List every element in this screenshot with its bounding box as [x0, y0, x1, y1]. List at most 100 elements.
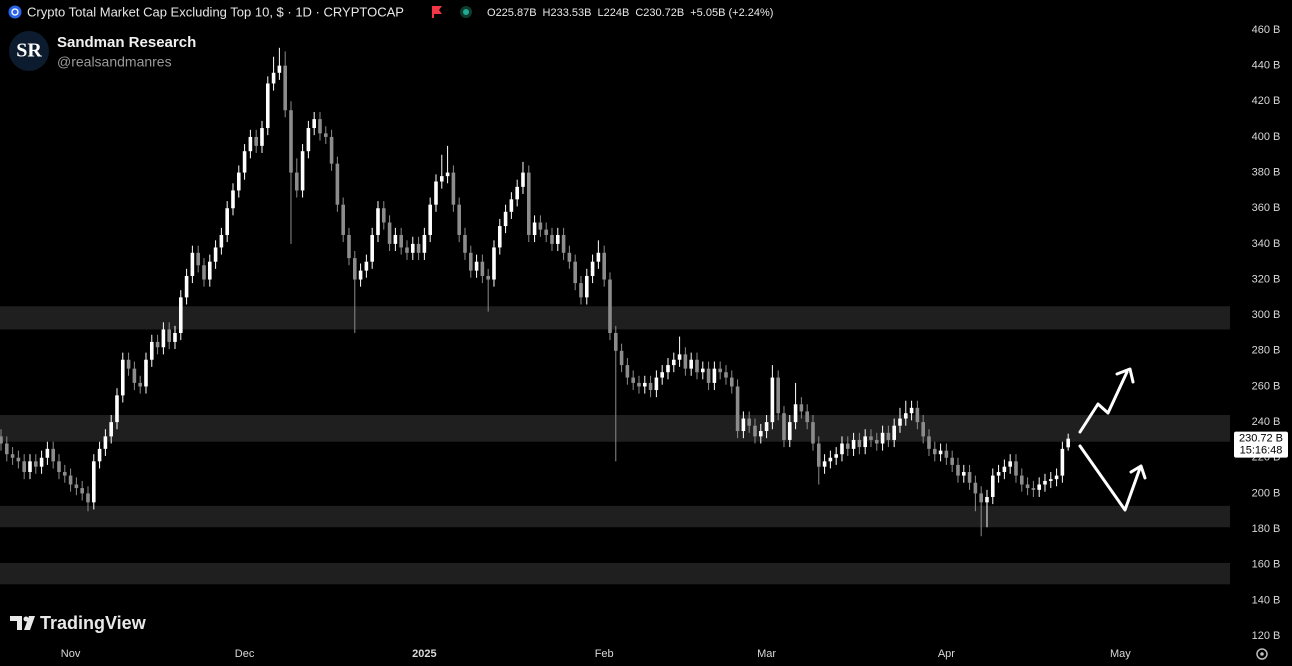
- y-tick-label: 180 B: [1252, 523, 1281, 535]
- y-tick-label: 280 B: [1252, 345, 1281, 357]
- y-tick-label: 340 B: [1252, 238, 1281, 250]
- candle-body: [451, 172, 456, 205]
- candle-body: [758, 431, 763, 437]
- candle-body: [16, 457, 21, 462]
- candle-body: [480, 261, 485, 276]
- candle-body: [173, 333, 177, 342]
- bull-arrow: [1078, 370, 1129, 434]
- candle-body: [677, 354, 682, 360]
- ohlc-key: L: [597, 7, 603, 19]
- candle-body: [190, 252, 195, 276]
- candle-body: [1037, 484, 1041, 490]
- candle-body: [898, 418, 902, 426]
- flag-icon: [432, 6, 442, 18]
- candle-body: [445, 172, 450, 177]
- candle-body: [109, 422, 113, 437]
- candle-body: [28, 461, 32, 473]
- candle-body: [811, 422, 815, 444]
- settings-icon[interactable]: [1256, 648, 1268, 660]
- candle-body: [4, 443, 9, 455]
- support-zone: [0, 414, 1230, 442]
- x-tick-label: Dec: [235, 648, 255, 660]
- candle-body: [770, 377, 775, 423]
- candle-body: [909, 407, 914, 414]
- y-tick-label: 380 B: [1252, 166, 1281, 178]
- y-tick-label: 260 B: [1252, 380, 1281, 392]
- candle-body: [294, 172, 299, 191]
- candle-body: [608, 279, 612, 333]
- candle-body: [300, 151, 305, 191]
- candle-body: [497, 226, 502, 248]
- candle-body: [45, 448, 50, 458]
- candle-body: [956, 464, 960, 476]
- candle-body: [149, 341, 154, 360]
- candle-body: [631, 377, 635, 383]
- candle-body: [341, 204, 345, 235]
- author-logo: [9, 31, 49, 71]
- candle-body: [950, 457, 954, 465]
- candle-body: [422, 234, 427, 253]
- candle-body: [805, 411, 809, 423]
- candle-body: [671, 359, 676, 366]
- author-name: Sandman Research: [57, 34, 196, 51]
- bear-arrowhead: [1129, 464, 1147, 480]
- candle-body: [532, 222, 537, 235]
- x-tick-label: May: [1110, 648, 1131, 660]
- candle-body: [376, 208, 380, 235]
- candle-body: [486, 275, 490, 280]
- ohlc-key: C: [635, 7, 643, 19]
- y-tick-label: 420 B: [1252, 95, 1281, 107]
- brand-logo-dot: [23, 616, 29, 622]
- candle-body: [1043, 480, 1047, 485]
- y-tick-label: 200 B: [1252, 487, 1281, 499]
- x-tick-label: 2025: [412, 648, 436, 660]
- candle-body: [1014, 461, 1018, 476]
- symbol-icon: [8, 5, 22, 19]
- candle-body: [840, 443, 844, 455]
- candle-body: [202, 265, 206, 280]
- candle-body: [782, 413, 786, 440]
- candle-body: [126, 359, 131, 369]
- settings-icon-center[interactable]: [1260, 652, 1264, 656]
- candle-body: [1019, 475, 1024, 485]
- candle-body: [434, 181, 438, 205]
- candle-body: [184, 275, 189, 298]
- candle-body: [822, 461, 827, 467]
- candle-body: [155, 341, 160, 348]
- candle-body: [468, 252, 473, 271]
- candle-body: [207, 261, 212, 280]
- candles: [0, 47, 1070, 537]
- candle-body: [381, 208, 386, 223]
- y-tick-label: 160 B: [1252, 559, 1281, 571]
- ohlc-change: +5.05B (+2.24%): [690, 7, 773, 19]
- candle-body: [648, 382, 653, 391]
- candle-body: [799, 404, 804, 412]
- candle-body: [347, 234, 351, 259]
- brand-name: TradingView: [40, 613, 147, 633]
- candle-body: [80, 488, 84, 494]
- candle-body: [642, 382, 647, 387]
- candle-body: [683, 354, 688, 369]
- candle-body: [903, 413, 908, 419]
- candle-body: [68, 475, 73, 485]
- candle-body: [196, 252, 200, 266]
- candle-body: [932, 448, 937, 455]
- candle-body: [555, 234, 560, 244]
- candle-body: [706, 368, 711, 383]
- candle-body: [22, 461, 26, 473]
- candle-body: [236, 172, 241, 191]
- candle-body: [260, 128, 264, 146]
- candle-body: [1025, 484, 1030, 489]
- candle-body: [39, 457, 44, 467]
- candle-body: [457, 204, 461, 235]
- candle-body: [880, 432, 885, 444]
- ohlc-value: 230.72B: [643, 7, 684, 19]
- candle-body: [254, 136, 258, 146]
- y-tick-label: 460 B: [1252, 24, 1281, 36]
- candle-body: [248, 136, 253, 152]
- candle-body: [399, 234, 403, 248]
- candle-body: [428, 204, 432, 235]
- candle-body: [538, 222, 543, 230]
- candle-body: [1066, 438, 1070, 448]
